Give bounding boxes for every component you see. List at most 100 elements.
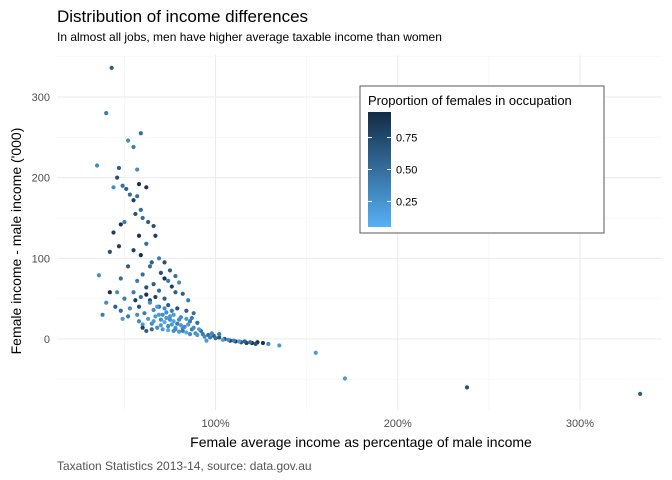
data-point <box>182 324 187 329</box>
data-point <box>242 339 247 344</box>
data-point <box>133 298 138 303</box>
data-point <box>111 185 116 190</box>
legend-ticks: 0.25 0.50 0.75 <box>368 133 417 208</box>
data-point <box>144 285 149 290</box>
data-point <box>178 315 184 320</box>
data-point <box>120 316 125 321</box>
data-point <box>104 300 109 305</box>
data-point <box>138 131 143 136</box>
data-point <box>173 327 178 332</box>
legend-tick-label: 0.25 <box>396 196 417 208</box>
data-point <box>162 260 167 265</box>
data-point <box>146 316 151 321</box>
data-point <box>237 339 242 344</box>
data-point <box>118 276 123 281</box>
data-point <box>173 273 178 279</box>
data-point <box>195 320 200 325</box>
data-point <box>176 280 182 285</box>
color-legend: Proportion of females in occupation 0.25… <box>359 85 605 234</box>
data-point <box>156 288 162 293</box>
data-point <box>136 304 142 309</box>
data-point <box>147 300 153 305</box>
data-point <box>107 249 112 254</box>
data-point <box>175 306 180 311</box>
data-point <box>151 319 156 324</box>
data-point <box>111 230 116 235</box>
data-point <box>180 291 185 296</box>
data-point <box>136 181 142 187</box>
data-point <box>191 325 196 330</box>
x-tick-label: 200% <box>384 418 412 430</box>
data-point <box>217 335 222 340</box>
data-point <box>115 290 120 295</box>
x-tick-label: 300% <box>566 418 594 430</box>
data-point <box>166 303 171 308</box>
data-point <box>125 314 131 319</box>
data-point <box>160 312 165 317</box>
data-point <box>209 331 214 336</box>
data-point <box>638 391 643 396</box>
data-point <box>144 292 149 297</box>
data-point <box>155 325 160 330</box>
data-point <box>156 256 162 261</box>
data-point <box>135 167 140 172</box>
data-point <box>187 332 193 337</box>
legend-box <box>359 85 605 234</box>
chart-caption: Taxation Statistics 2013-14, source: dat… <box>57 459 312 473</box>
data-point <box>253 341 258 346</box>
data-point <box>166 328 171 333</box>
data-point <box>169 284 174 289</box>
y-tick-label: 100 <box>32 253 50 265</box>
chart-title: Distribution of income differences <box>57 7 308 26</box>
data-point <box>151 282 156 287</box>
data-point <box>167 314 173 319</box>
y-tick-label: 200 <box>32 173 50 185</box>
data-point <box>464 385 470 390</box>
data-point <box>138 252 143 258</box>
data-point <box>169 322 174 327</box>
data-point <box>248 340 253 345</box>
data-point <box>116 165 122 171</box>
data-point <box>220 337 225 342</box>
data-point <box>140 325 145 330</box>
data-point <box>122 296 127 301</box>
data-point <box>127 192 132 197</box>
data-point <box>131 248 136 253</box>
data-point <box>125 138 131 143</box>
data-point <box>100 312 105 317</box>
data-point <box>171 319 176 324</box>
y-axis-title: Female income - male income ('000) <box>8 128 24 355</box>
data-point <box>122 219 127 225</box>
data-point <box>94 163 100 168</box>
data-point <box>131 290 136 295</box>
data-point <box>226 337 231 342</box>
data-point <box>136 319 142 324</box>
data-point <box>184 308 189 313</box>
data-point <box>113 304 118 309</box>
data-point <box>127 306 132 311</box>
y-tick-label: 0 <box>44 334 50 346</box>
data-point <box>118 222 123 227</box>
data-point <box>144 328 149 334</box>
data-point <box>116 244 122 249</box>
data-point <box>162 306 167 311</box>
data-point <box>162 319 167 325</box>
data-point <box>195 332 200 338</box>
data-point <box>153 233 158 238</box>
data-point <box>153 294 158 300</box>
data-point <box>155 304 160 309</box>
data-point <box>166 278 171 284</box>
data-point <box>144 185 149 190</box>
data-point <box>164 315 169 321</box>
data-point <box>231 338 236 343</box>
data-point <box>147 264 153 269</box>
data-point <box>191 311 196 316</box>
data-point <box>144 241 149 246</box>
data-point <box>217 332 222 337</box>
data-point <box>260 340 266 346</box>
legend-title: Proportion of females in occupation <box>368 93 572 108</box>
data-point <box>169 308 174 313</box>
data-point <box>162 296 167 301</box>
legend-tick-label: 0.50 <box>396 165 417 177</box>
legend-color-bar <box>368 112 391 227</box>
